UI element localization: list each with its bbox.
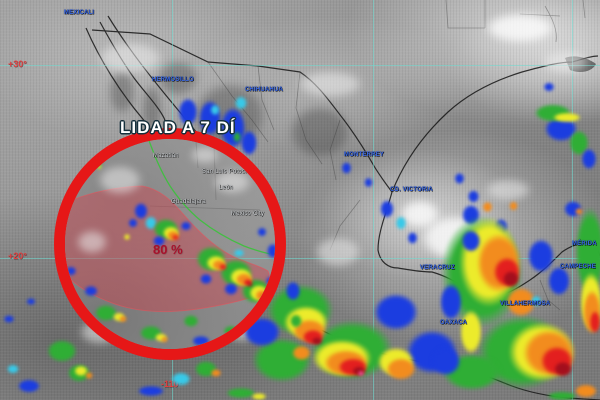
gridline-horizontal — [0, 258, 600, 259]
inset-green-coastline — [147, 139, 271, 255]
banner-text-fragment: LIDAD A 7 DÍ — [120, 118, 236, 137]
grid-coordinate-label: +20° — [8, 251, 27, 261]
probability-percent-label: 80 % — [153, 242, 183, 257]
inset-gridline — [65, 258, 275, 259]
city-label: MÉRIDA — [572, 241, 597, 247]
inset-city-label: Mexico City — [231, 211, 265, 217]
inset-city-label: León — [219, 185, 234, 191]
city-label: VERACRUZ — [420, 265, 455, 271]
city-label: VILLAHERMOSA — [500, 301, 551, 307]
inset-city-label: Mazatlán — [153, 153, 179, 159]
inset-city-label: Guadalajara — [171, 199, 206, 205]
city-label: CAMPECHE — [560, 264, 596, 270]
city-label: CHIHUAHUA — [245, 87, 284, 93]
gridline-vertical — [373, 0, 374, 400]
grid-coordinate-label: +30° — [8, 59, 27, 69]
city-label: HERMOSILLO — [152, 77, 194, 83]
city-label: CD. VICTORIA — [390, 187, 433, 193]
city-label: OAXACA — [440, 320, 468, 326]
inset-imagery: Mazatlán San Luis Potosí León Guadalajara Me… — [65, 139, 275, 349]
city-label: MEXICALI — [64, 10, 95, 16]
gridline-horizontal — [0, 65, 600, 66]
inset-city-label: San Luis Potosí — [202, 169, 248, 175]
city-label: MONTERREY — [344, 152, 385, 158]
highlight-circle-inset: Mazatlán San Luis Potosí León Guadalajara Me… — [54, 128, 286, 360]
